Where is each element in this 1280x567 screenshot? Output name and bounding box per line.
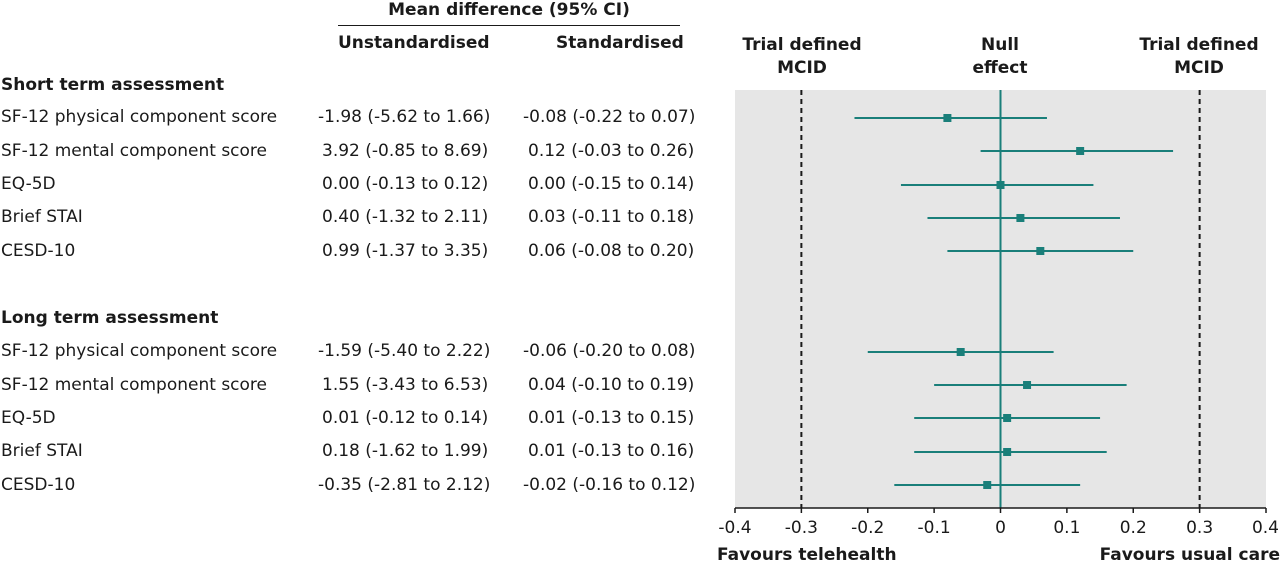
row-label: SF-12 physical component score xyxy=(1,341,278,361)
x-tick-label: 0 xyxy=(995,518,1006,538)
standardised-value: 0.04 (-0.10 to 0.19) xyxy=(528,375,695,395)
unstandardised-value: 0.00 (-0.13 to 0.12) xyxy=(322,174,489,194)
point-estimate xyxy=(956,348,965,356)
row-label: SF-12 mental component score xyxy=(1,141,267,161)
unstandardised-value: 0.18 (-1.62 to 1.99) xyxy=(322,441,489,461)
standardised-value: 0.03 (-0.11 to 0.18) xyxy=(528,207,695,227)
column-header-unstandardised: Unstandardised xyxy=(338,33,490,53)
x-axis: -0.4 -0.3 -0.2 -0.1 0 0.1 0.2 0.3 0.4 xyxy=(718,507,1279,538)
row-label: CESD-10 xyxy=(1,475,76,495)
standardised-value: 0.06 (-0.08 to 0.20) xyxy=(528,241,695,261)
unstandardised-value: -1.59 (-5.40 to 2.22) xyxy=(318,341,491,361)
group-header-rule xyxy=(338,25,680,26)
mcid-right-header: Trial defined MCID xyxy=(1124,34,1274,80)
row-label: SF-12 mental component score xyxy=(1,375,267,395)
standardised-value: -0.08 (-0.22 to 0.07) xyxy=(523,107,696,127)
x-tick-label: -0.4 xyxy=(718,518,751,538)
x-tick-label: -0.1 xyxy=(918,518,951,538)
row-label: EQ-5D xyxy=(1,408,56,428)
favours-telehealth-label: Favours telehealth xyxy=(717,545,897,565)
row-label: Brief STAI xyxy=(1,441,83,461)
unstandardised-value: 1.55 (-3.43 to 6.53) xyxy=(322,375,489,395)
section-title-short-term: Short term assessment xyxy=(1,75,225,95)
unstandardised-value: 3.92 (-0.85 to 8.69) xyxy=(322,141,489,161)
unstandardised-value: 0.01 (-0.12 to 0.14) xyxy=(322,408,489,428)
mcid-left-header-line2: MCID xyxy=(777,58,827,78)
row-label: Brief STAI xyxy=(1,207,83,227)
point-estimate xyxy=(1036,247,1045,255)
standardised-value: -0.02 (-0.16 to 0.12) xyxy=(523,475,696,495)
standardised-value: 0.12 (-0.03 to 0.26) xyxy=(528,141,695,161)
x-tick-label: -0.2 xyxy=(851,518,884,538)
standardised-value: 0.00 (-0.15 to 0.14) xyxy=(528,174,695,194)
point-estimate xyxy=(1003,448,1012,456)
x-tick-label: 0.2 xyxy=(1120,518,1147,538)
null-effect-header: Null effect xyxy=(950,34,1050,80)
x-tick-label: 0.3 xyxy=(1186,518,1213,538)
point-estimate xyxy=(996,181,1005,189)
row-label: CESD-10 xyxy=(1,241,76,261)
effect-estimates xyxy=(854,114,1174,489)
unstandardised-value: -0.35 (-2.81 to 2.12) xyxy=(318,475,491,495)
x-tick-label: 0.4 xyxy=(1252,518,1279,538)
point-estimate xyxy=(1003,414,1012,422)
mcid-left-header-line1: Trial defined xyxy=(742,35,862,55)
standardised-value: -0.06 (-0.20 to 0.08) xyxy=(523,341,696,361)
reference-lines xyxy=(800,90,1201,508)
mcid-right-header-line2: MCID xyxy=(1174,58,1224,78)
favours-usual-care-label: Favours usual care xyxy=(1099,545,1280,565)
standardised-value: 0.01 (-0.13 to 0.16) xyxy=(528,441,695,461)
column-header-standardised: Standardised xyxy=(556,33,684,53)
null-effect-header-line1: Null xyxy=(981,35,1019,55)
unstandardised-value: 0.99 (-1.37 to 3.35) xyxy=(322,241,489,261)
point-estimate xyxy=(1023,381,1032,389)
point-estimate xyxy=(983,481,992,489)
row-label: EQ-5D xyxy=(1,174,56,194)
group-header: Mean difference (95% CI) xyxy=(388,0,630,20)
mcid-left-header: Trial defined MCID xyxy=(727,34,877,80)
section-title-long-term: Long term assessment xyxy=(1,308,219,328)
unstandardised-value: -1.98 (-5.62 to 1.66) xyxy=(318,107,491,127)
mcid-right-header-line1: Trial defined xyxy=(1139,35,1259,55)
row-label: SF-12 physical component score xyxy=(1,107,278,127)
point-estimate xyxy=(1016,214,1025,222)
null-effect-header-line2: effect xyxy=(972,58,1028,78)
point-estimate xyxy=(1076,147,1085,155)
point-estimate xyxy=(943,114,952,122)
x-tick-label: 0.1 xyxy=(1053,518,1080,538)
standardised-value: 0.01 (-0.13 to 0.15) xyxy=(528,408,695,428)
x-tick-label: -0.3 xyxy=(785,518,818,538)
unstandardised-value: 0.40 (-1.32 to 2.11) xyxy=(322,207,489,227)
